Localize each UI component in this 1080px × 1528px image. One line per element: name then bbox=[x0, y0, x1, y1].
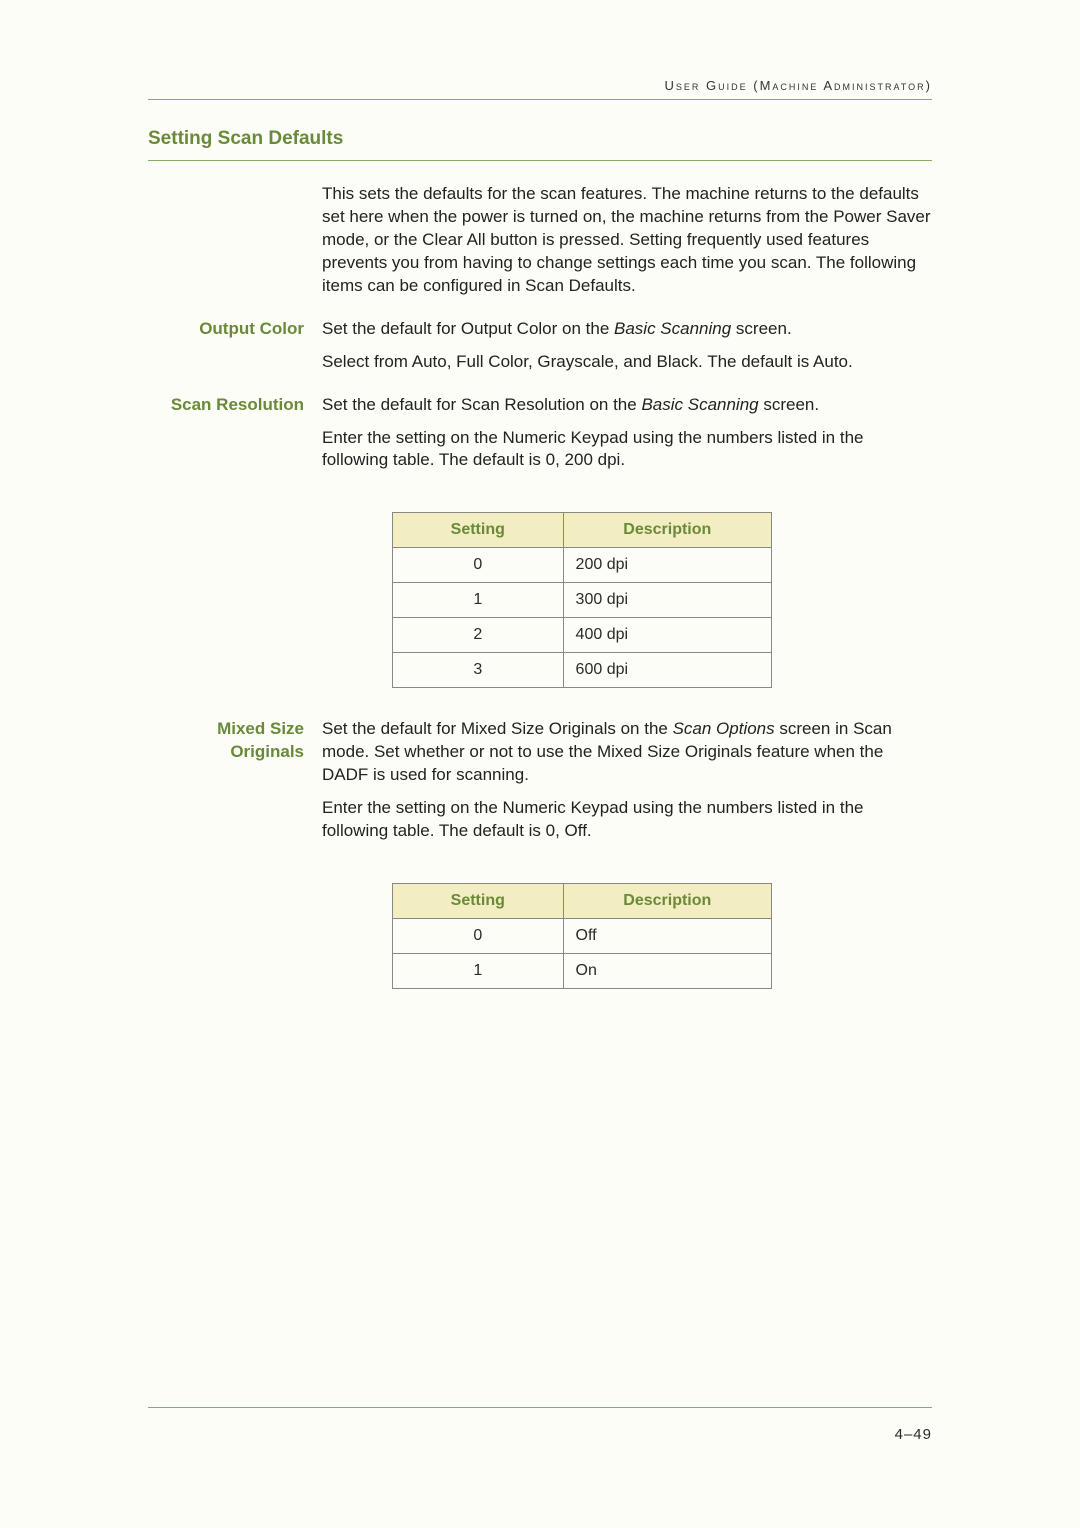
mixed-size-label: Mixed Size Originals bbox=[148, 718, 322, 853]
table-row: 1 300 dpi bbox=[393, 583, 772, 618]
page-container: User Guide (Machine Administrator) Setti… bbox=[0, 0, 1080, 1079]
cell-setting: 1 bbox=[393, 583, 564, 618]
intro-label bbox=[148, 183, 322, 308]
cell-desc: 600 dpi bbox=[563, 653, 771, 688]
table-row: 3 600 dpi bbox=[393, 653, 772, 688]
table-row: 1 On bbox=[393, 954, 772, 989]
footer-rule bbox=[148, 1407, 932, 1408]
oc-p1i: Basic Scanning bbox=[614, 319, 731, 338]
scan-resolution-label: Scan Resolution bbox=[148, 394, 322, 483]
mixed-table: Setting Description 0 Off 1 On bbox=[392, 883, 772, 989]
sr-p1: Set the default for Scan Resolution on t… bbox=[322, 394, 932, 417]
output-color-row: Output Color Set the default for Output … bbox=[148, 318, 932, 384]
output-color-p2: Select from Auto, Full Color, Grayscale,… bbox=[322, 351, 932, 374]
ms-p1: Set the default for Mixed Size Originals… bbox=[322, 718, 932, 787]
ms-p2: Enter the setting on the Numeric Keypad … bbox=[322, 797, 932, 843]
sr-p2: Enter the setting on the Numeric Keypad … bbox=[322, 427, 932, 473]
th-setting: Setting bbox=[393, 884, 564, 919]
mixed-size-body: Set the default for Mixed Size Originals… bbox=[322, 718, 932, 853]
sr-p1a: Set the default for Scan Resolution on t… bbox=[322, 395, 641, 414]
section-title: Setting Scan Defaults bbox=[148, 128, 932, 161]
th-description: Description bbox=[563, 884, 771, 919]
ms-p1i: Scan Options bbox=[673, 719, 775, 738]
cell-setting: 0 bbox=[393, 919, 564, 954]
header-rule bbox=[148, 99, 932, 100]
cell-desc: On bbox=[563, 954, 771, 989]
ms-p1a: Set the default for Mixed Size Originals… bbox=[322, 719, 673, 738]
oc-p1b: screen. bbox=[731, 319, 791, 338]
table-row: 0 Off bbox=[393, 919, 772, 954]
output-color-p1: Set the default for Output Color on the … bbox=[322, 318, 932, 341]
oc-p1a: Set the default for Output Color on the bbox=[322, 319, 614, 338]
cell-desc: 300 dpi bbox=[563, 583, 771, 618]
th-description: Description bbox=[563, 513, 771, 548]
mixed-table-wrap: Setting Description 0 Off 1 On bbox=[392, 883, 932, 989]
mixed-size-row: Mixed Size Originals Set the default for… bbox=[148, 718, 932, 853]
page-number: 4–49 bbox=[895, 1426, 932, 1443]
cell-setting: 0 bbox=[393, 548, 564, 583]
intro-row: This sets the defaults for the scan feat… bbox=[148, 183, 932, 308]
resolution-table-wrap: Setting Description 0 200 dpi 1 300 dpi … bbox=[392, 512, 932, 688]
th-setting: Setting bbox=[393, 513, 564, 548]
cell-desc: 400 dpi bbox=[563, 618, 771, 653]
scan-resolution-row: Scan Resolution Set the default for Scan… bbox=[148, 394, 932, 483]
page-header: User Guide (Machine Administrator) bbox=[148, 78, 932, 99]
cell-setting: 3 bbox=[393, 653, 564, 688]
table-row: 2 400 dpi bbox=[393, 618, 772, 653]
output-color-body: Set the default for Output Color on the … bbox=[322, 318, 932, 384]
table-header-row: Setting Description bbox=[393, 884, 772, 919]
intro-text: This sets the defaults for the scan feat… bbox=[322, 183, 932, 298]
table-header-row: Setting Description bbox=[393, 513, 772, 548]
sr-p1i: Basic Scanning bbox=[641, 395, 758, 414]
intro-body: This sets the defaults for the scan feat… bbox=[322, 183, 932, 308]
scan-resolution-body: Set the default for Scan Resolution on t… bbox=[322, 394, 932, 483]
cell-desc: 200 dpi bbox=[563, 548, 771, 583]
cell-setting: 1 bbox=[393, 954, 564, 989]
sr-p1b: screen. bbox=[759, 395, 819, 414]
table-row: 0 200 dpi bbox=[393, 548, 772, 583]
resolution-table: Setting Description 0 200 dpi 1 300 dpi … bbox=[392, 512, 772, 688]
output-color-label: Output Color bbox=[148, 318, 322, 384]
cell-desc: Off bbox=[563, 919, 771, 954]
cell-setting: 2 bbox=[393, 618, 564, 653]
